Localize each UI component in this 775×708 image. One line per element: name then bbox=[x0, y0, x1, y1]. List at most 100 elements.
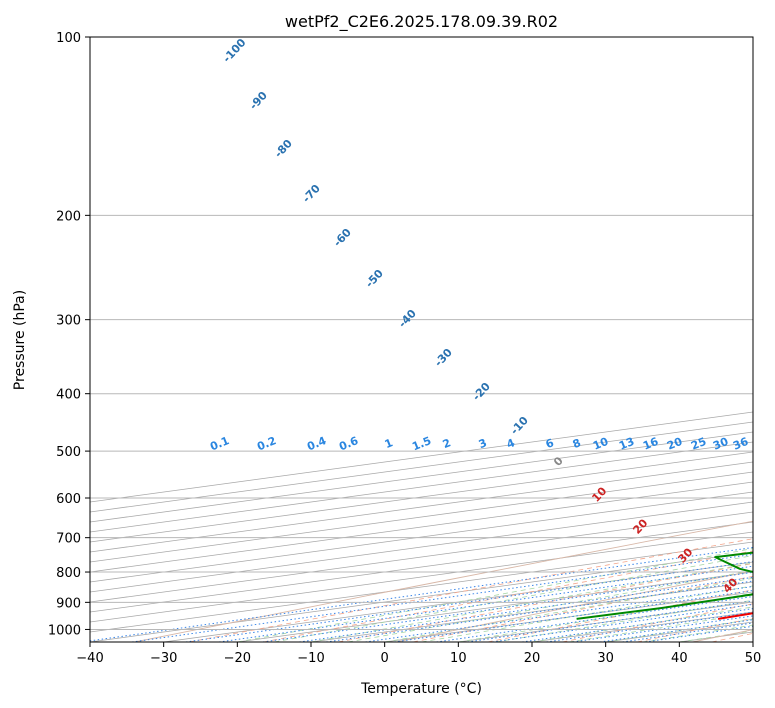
mixing-ratio-line bbox=[299, 576, 753, 642]
mixing-ratio-line bbox=[365, 585, 753, 642]
dry-adiabat-label: -40 bbox=[396, 307, 419, 331]
dry-adiabat-label: -30 bbox=[432, 346, 455, 370]
dry-adiabat bbox=[487, 589, 753, 642]
y-tick-label: 500 bbox=[56, 445, 81, 460]
isotherm bbox=[90, 461, 753, 553]
dry-adiabat-label: -50 bbox=[363, 267, 386, 291]
mixing-ratio-line bbox=[394, 590, 753, 642]
mixing-ratio-line bbox=[436, 595, 753, 642]
dry-adiabat-label: -20 bbox=[470, 380, 493, 404]
mixing-ratio-label: 2 bbox=[441, 436, 453, 451]
plot-frame bbox=[89, 36, 754, 643]
x-tick-label: −20 bbox=[224, 651, 251, 666]
dry-adiabat-label: -90 bbox=[247, 89, 270, 113]
line-labels: -100-90-80-70-60-50-40-30-20-10010203040… bbox=[208, 36, 750, 596]
isotherm bbox=[531, 611, 753, 642]
dry-adiabat-label: -10 bbox=[508, 414, 531, 438]
isotherm bbox=[90, 531, 753, 623]
moist-adiabat bbox=[421, 585, 753, 642]
mixing-ratio-line bbox=[546, 611, 753, 642]
x-tick-label: −30 bbox=[150, 651, 177, 666]
dewpoint-line bbox=[576, 551, 753, 620]
dry-adiabat bbox=[636, 617, 753, 642]
y-tick-label: 100 bbox=[56, 31, 81, 46]
x-tick-label: 30 bbox=[597, 651, 614, 666]
mixing-ratio-label: 0.2 bbox=[255, 434, 278, 453]
x-tick-label: 10 bbox=[450, 651, 467, 666]
x-axis-label: Temperature (°C) bbox=[360, 681, 482, 697]
mixing-ratio-label: 0.1 bbox=[208, 434, 231, 453]
y-tick-label: 1000 bbox=[48, 623, 81, 638]
guide-curve bbox=[134, 520, 753, 642]
mixing-ratio-label: 25 bbox=[689, 435, 708, 453]
isotherm bbox=[90, 551, 753, 642]
background-lines bbox=[90, 411, 753, 642]
dry-adiabat-label: -60 bbox=[331, 226, 354, 250]
moist-adiabat bbox=[237, 548, 753, 642]
mixing-ratio-label: 30 bbox=[711, 435, 730, 453]
x-tick-label: 40 bbox=[671, 651, 688, 666]
dry-adiabat bbox=[338, 563, 753, 642]
mixing-ratio-label: 3 bbox=[477, 436, 489, 451]
dry-adiabat bbox=[188, 538, 753, 642]
moist-adiabat bbox=[679, 630, 753, 642]
dry-adiabat bbox=[263, 550, 753, 642]
mixing-ratio-label: 4 bbox=[505, 436, 517, 451]
isotherm bbox=[90, 541, 753, 633]
guide-curve bbox=[396, 570, 753, 642]
x-tick-label: −40 bbox=[76, 651, 103, 666]
isotherm bbox=[90, 481, 753, 573]
x-axis-ticks: −40 −30 −20 −10 0 10 20 30 40 50 bbox=[76, 642, 761, 666]
y-axis-ticks: 100 200 300 400 500 600 700 800 900 1000 bbox=[48, 31, 90, 638]
mixing-ratio-label: 6 bbox=[544, 436, 556, 451]
mixing-ratio-label: 1.5 bbox=[410, 434, 433, 453]
y-axis-label: Pressure (hPa) bbox=[12, 290, 28, 390]
moist-adiabat bbox=[531, 606, 753, 642]
isotherm bbox=[90, 521, 753, 613]
profile-lines bbox=[576, 551, 753, 620]
mixing-ratio-label: 16 bbox=[641, 435, 660, 453]
x-tick-label: 50 bbox=[745, 651, 762, 666]
mixing-ratio-label: 20 bbox=[665, 435, 684, 453]
pressure-grid bbox=[90, 37, 753, 630]
isotherm bbox=[310, 581, 753, 642]
mixing-ratio-label: 0.6 bbox=[337, 434, 360, 453]
temperature-line bbox=[717, 612, 753, 620]
y-tick-label: 700 bbox=[56, 532, 81, 547]
moist-adiabat bbox=[384, 577, 753, 642]
x-tick-label: 20 bbox=[524, 651, 541, 666]
isotherm bbox=[752, 641, 753, 642]
isotherm bbox=[90, 451, 753, 543]
dry-adiabat-label: -80 bbox=[272, 137, 295, 161]
mixing-ratio-label: 8 bbox=[571, 436, 583, 451]
chart-title: wetPf2_C2E6.2025.178.09.39.R02 bbox=[285, 12, 558, 32]
x-tick-label: −10 bbox=[297, 651, 324, 666]
isotherm bbox=[90, 471, 753, 563]
mixing-ratio-label: 1 bbox=[383, 436, 395, 451]
dry-adiabat-label: -70 bbox=[300, 182, 323, 206]
mixing-ratio-label: 0.4 bbox=[305, 434, 328, 453]
dry-adiabat-label: -100 bbox=[220, 36, 249, 65]
dry-adiabat-label: 20 bbox=[630, 516, 650, 536]
y-tick-label: 300 bbox=[56, 314, 81, 329]
isotherm bbox=[90, 491, 753, 583]
y-tick-label: 200 bbox=[56, 209, 81, 224]
isotherm bbox=[384, 591, 753, 642]
y-tick-label: 600 bbox=[56, 492, 81, 507]
y-tick-label: 900 bbox=[56, 596, 81, 611]
isotherm bbox=[90, 501, 753, 593]
isotherm bbox=[90, 511, 753, 603]
dry-adiabat bbox=[711, 632, 753, 642]
dry-adiabat-label: 0 bbox=[551, 454, 566, 469]
y-tick-label: 800 bbox=[56, 566, 81, 581]
y-tick-label: 400 bbox=[56, 388, 81, 403]
mixing-ratio-label: 10 bbox=[591, 435, 610, 453]
dry-adiabat-label: 30 bbox=[675, 545, 695, 565]
mixing-ratio-label: 36 bbox=[731, 435, 750, 453]
isotherm bbox=[679, 631, 753, 642]
x-tick-label: 0 bbox=[381, 651, 389, 666]
guide-curve bbox=[692, 629, 753, 642]
mixing-ratio-label: 13 bbox=[617, 435, 636, 453]
mixing-ratio-line bbox=[326, 580, 753, 642]
